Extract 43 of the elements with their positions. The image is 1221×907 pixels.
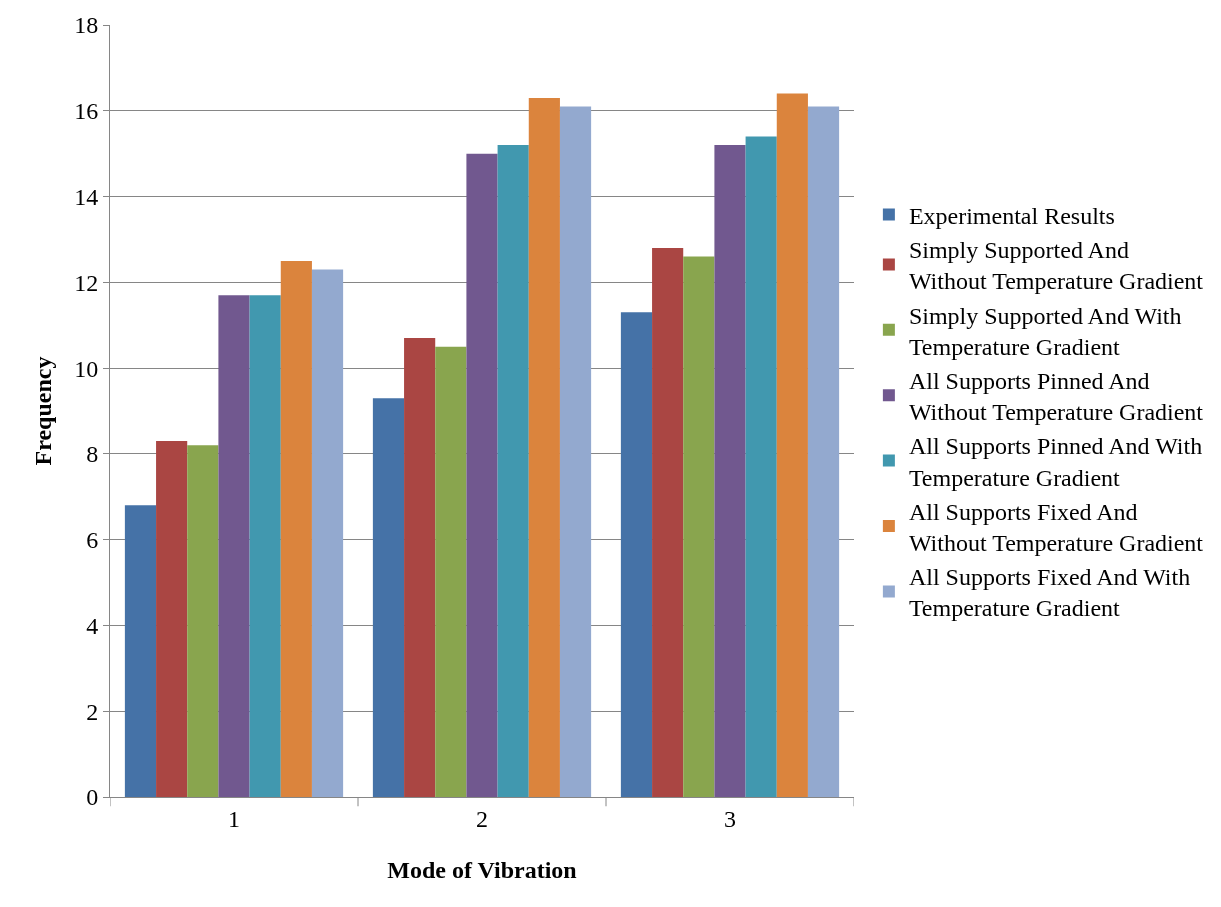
bar xyxy=(745,136,777,797)
legend-label: Experimental Results xyxy=(908,202,1115,229)
bar xyxy=(218,295,250,797)
bar xyxy=(404,338,436,797)
bar xyxy=(683,256,715,797)
y-tick-label: 0 xyxy=(86,784,99,811)
bar xyxy=(528,97,560,797)
bar xyxy=(714,145,746,797)
legend-label: Simply Supported And Without Temperature Gradient xyxy=(908,237,1204,295)
y-tick-label: 16 xyxy=(74,98,99,125)
bar xyxy=(435,346,467,797)
bar xyxy=(124,505,157,797)
bar xyxy=(372,398,405,797)
y-tick-label: 18 xyxy=(74,12,99,39)
bar xyxy=(807,106,840,797)
bar xyxy=(776,93,808,797)
bar xyxy=(311,269,344,797)
y-tick-label: 4 xyxy=(86,612,99,639)
bar xyxy=(652,248,684,797)
y-tick-label: 10 xyxy=(74,355,99,382)
y-tick-label: 14 xyxy=(74,183,99,210)
y-axis-title: Frequency xyxy=(30,356,57,466)
bar xyxy=(280,260,312,797)
legend-label: All Supports Pinned And With Temperature Gradient xyxy=(908,433,1203,491)
bar xyxy=(156,441,188,797)
x-tick-label: 3 xyxy=(724,805,736,832)
x-tick-label: 1 xyxy=(228,805,240,832)
legend-label: All Supports Fixed And Without Temperature Gradient xyxy=(908,498,1204,556)
bar xyxy=(559,106,592,797)
y-tick-label: 8 xyxy=(86,441,99,468)
x-axis-title: Mode of Vibration xyxy=(387,857,577,884)
legend-label: Simply Supported And With Temperature Gradient xyxy=(908,302,1182,360)
y-tick-label: 6 xyxy=(86,527,99,554)
legend-label: All Supports Fixed And With Temperature Gradient xyxy=(908,564,1191,622)
bar xyxy=(249,295,281,797)
bar xyxy=(620,312,653,797)
bar xyxy=(497,145,529,797)
legend-label: All Supports Pinned And Without Temperature Gradient xyxy=(908,367,1204,426)
y-tick-label: 2 xyxy=(86,698,99,725)
bar xyxy=(187,445,219,797)
y-tick-label: 12 xyxy=(74,269,99,296)
bar xyxy=(466,153,498,797)
x-tick-label: 2 xyxy=(476,805,488,832)
